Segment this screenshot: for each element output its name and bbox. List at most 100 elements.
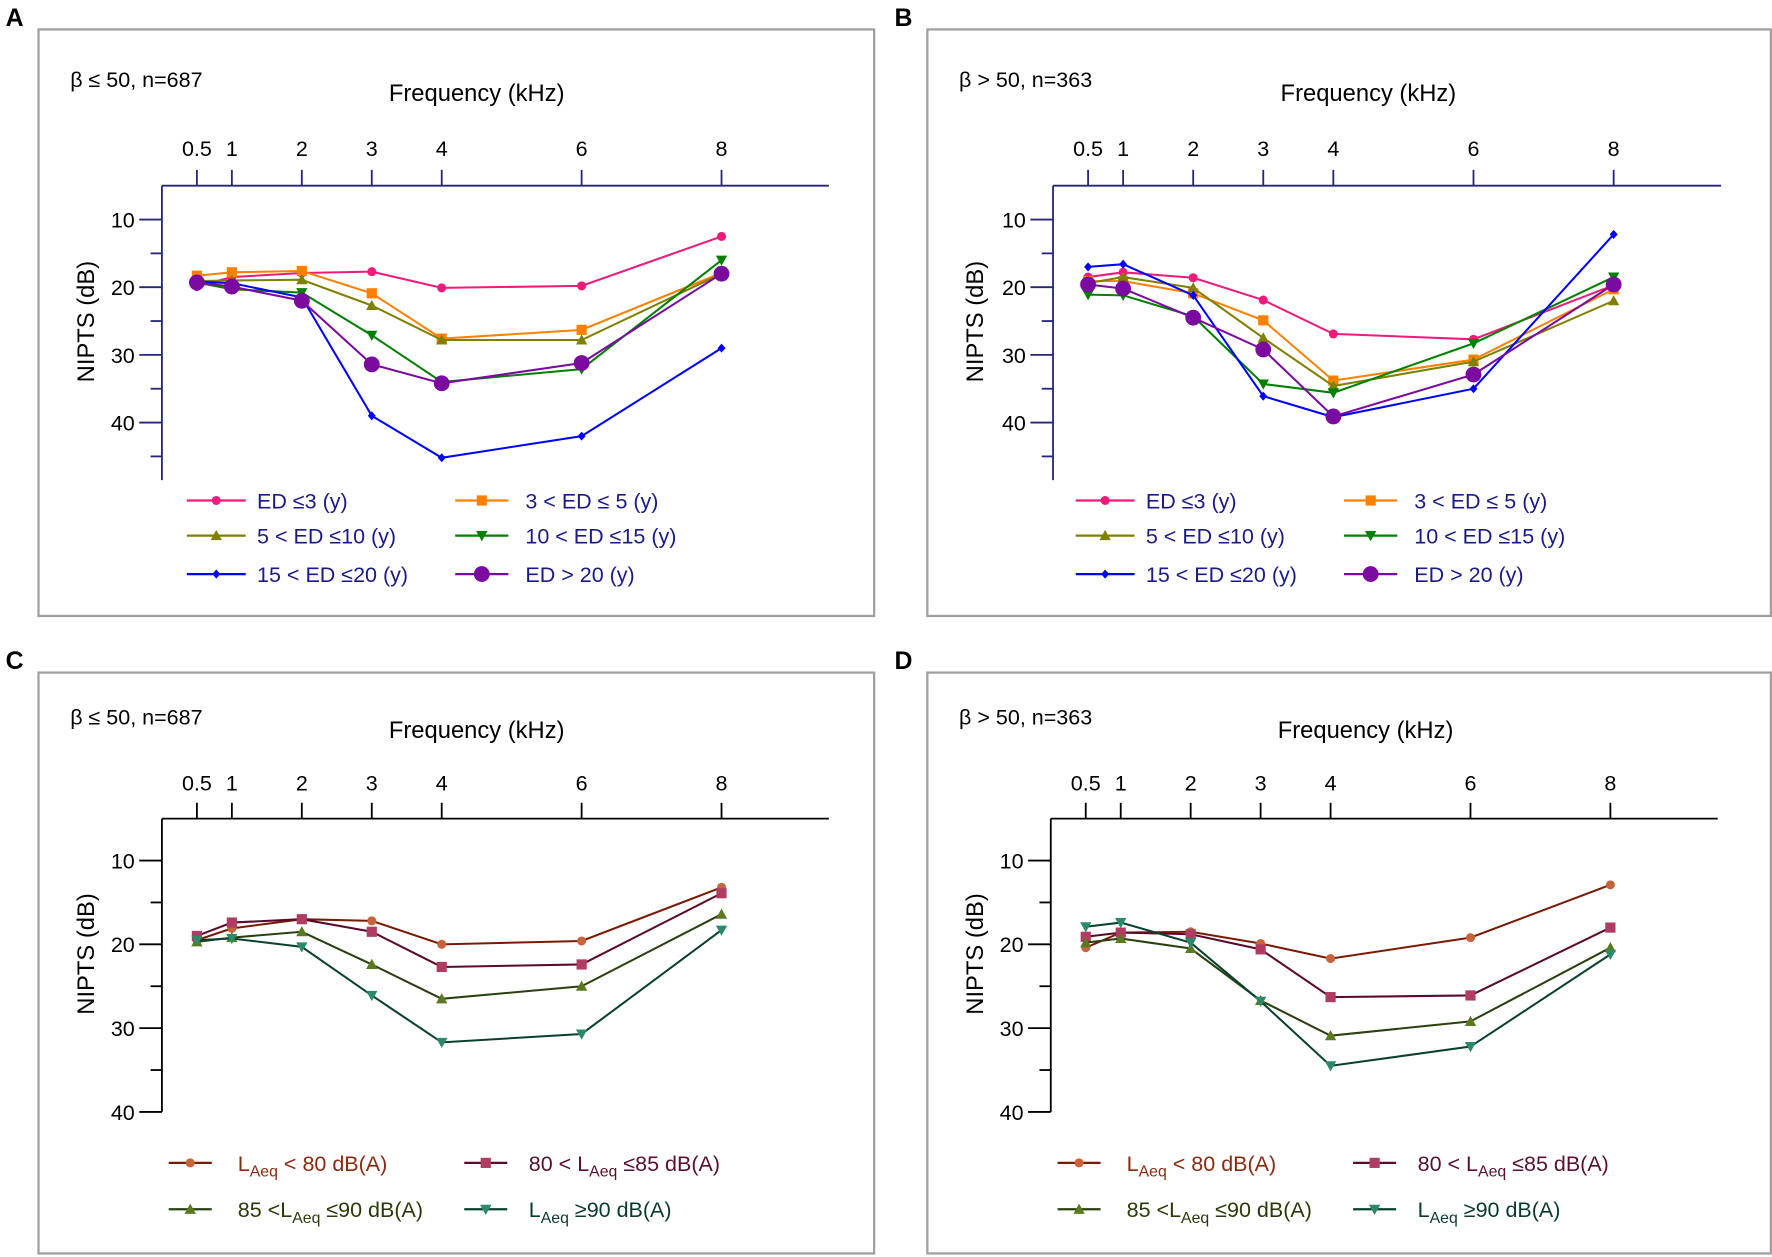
data-point bbox=[1607, 295, 1620, 306]
data-point bbox=[1084, 262, 1093, 272]
data-point bbox=[1255, 944, 1266, 955]
legend-item: ED > 20 (y) bbox=[1344, 563, 1524, 587]
legend-item: 15 < ED ≤20 (y) bbox=[186, 563, 408, 587]
data-point bbox=[223, 278, 240, 295]
series-3 bbox=[1080, 918, 1617, 1072]
legend-marker bbox=[1364, 531, 1377, 542]
data-point bbox=[1328, 329, 1338, 339]
legend-marker bbox=[473, 566, 490, 583]
data-point bbox=[1115, 927, 1126, 938]
data-point bbox=[296, 274, 308, 285]
series-2 bbox=[191, 268, 728, 345]
data-point bbox=[437, 939, 447, 949]
data-point bbox=[296, 914, 307, 925]
data-point bbox=[1467, 355, 1480, 367]
data-point bbox=[573, 355, 590, 371]
data-point bbox=[1257, 332, 1269, 343]
data-point bbox=[1469, 384, 1478, 394]
series-line bbox=[1087, 233, 1615, 419]
series-line bbox=[196, 929, 723, 1044]
y-tick-label: 40 bbox=[1000, 1101, 1024, 1125]
data-point bbox=[715, 255, 728, 266]
legend-label-suffix: ≤85 dB(A) bbox=[1506, 1152, 1609, 1176]
series-line bbox=[1085, 926, 1611, 999]
data-point bbox=[191, 935, 203, 946]
data-point bbox=[1189, 290, 1198, 300]
legend-label-suffix: < 80 dB(A) bbox=[1167, 1152, 1276, 1176]
x-tick-label: 1 bbox=[1117, 137, 1129, 161]
y-tick-label: 40 bbox=[111, 1101, 135, 1125]
data-point bbox=[1327, 380, 1340, 391]
legend-marker bbox=[480, 1204, 492, 1215]
y-tick-label: 30 bbox=[1000, 1017, 1024, 1041]
x-tick-label: 0.5 bbox=[182, 771, 212, 795]
data-point bbox=[1465, 990, 1476, 1001]
data-point bbox=[296, 942, 308, 953]
data-point bbox=[1115, 280, 1132, 297]
legend-label-suffix: ≤90 dB(A) bbox=[1209, 1198, 1312, 1222]
data-point bbox=[1324, 1030, 1337, 1041]
x-tick-label: 8 bbox=[716, 137, 728, 161]
y-axis-label: NIPTS (dB) bbox=[962, 261, 989, 383]
chart-d: β > 50, n=363 Frequency (kHz) NIPTS (dB) 0.… bbox=[959, 706, 1718, 1227]
legend-marker bbox=[476, 531, 488, 542]
data-point bbox=[296, 926, 308, 937]
y-tick-label: 10 bbox=[111, 849, 135, 873]
legend-label-prefix: 85 < bbox=[1127, 1198, 1169, 1222]
x-tick-label: 8 bbox=[1604, 771, 1616, 795]
series-1 bbox=[1082, 276, 1619, 386]
legend-label-suffix: ≥90 dB(A) bbox=[569, 1198, 672, 1222]
data-point bbox=[366, 330, 378, 341]
data-point bbox=[1080, 922, 1092, 933]
data-point bbox=[226, 933, 238, 945]
panel-b: β > 50, n=363 Frequency (kHz) NIPTS (dB) 0.… bbox=[926, 28, 1772, 618]
legend-marker bbox=[480, 1157, 491, 1168]
x-tick-label: 1 bbox=[226, 771, 238, 795]
data-point bbox=[1254, 996, 1267, 1007]
data-point bbox=[1082, 290, 1094, 301]
data-point bbox=[576, 959, 587, 970]
legend-item: 85 <LAeq ≤90 dB(A) bbox=[168, 1198, 423, 1227]
legend-item: 5 < ED ≤10 (y) bbox=[1075, 525, 1285, 549]
legend-label-subscript: Aeq bbox=[1139, 1163, 1167, 1180]
series-0 bbox=[192, 231, 727, 293]
legend-marker bbox=[1369, 1157, 1380, 1168]
legend-label: 15 < ED ≤20 (y) bbox=[257, 563, 408, 587]
data-point bbox=[366, 299, 378, 311]
data-point bbox=[1187, 282, 1199, 293]
data-point bbox=[436, 1037, 448, 1049]
legend-item: LAeq ≥90 dB(A) bbox=[464, 1198, 672, 1227]
legend-label: 85 <LAeq ≤90 dB(A) bbox=[238, 1198, 423, 1227]
data-point bbox=[1258, 315, 1269, 326]
legend-marker bbox=[1099, 529, 1111, 541]
legend-label-prefix: 80 < bbox=[1418, 1152, 1466, 1176]
series-0 bbox=[192, 882, 727, 949]
legend-item: 10 < ED ≤15 (y) bbox=[455, 525, 676, 549]
panel-annotation: β > 50, n=363 bbox=[959, 706, 1092, 730]
legend-marker bbox=[476, 495, 487, 506]
data-point bbox=[367, 267, 377, 277]
panel-c: β ≤ 50, n=687 Frequency (kHz) NIPTS (dB) 0.… bbox=[37, 671, 876, 1255]
x-axis-label: Frequency (kHz) bbox=[1278, 717, 1454, 744]
data-point bbox=[366, 958, 378, 969]
legend-marker bbox=[184, 1203, 196, 1214]
data-point bbox=[1259, 391, 1268, 401]
data-point bbox=[1605, 922, 1616, 933]
series-line bbox=[1088, 280, 1615, 382]
y-axis-label: NIPTS (dB) bbox=[73, 893, 100, 1015]
data-point bbox=[1080, 937, 1092, 948]
data-point bbox=[575, 1029, 588, 1040]
legend-label-symbol: L bbox=[529, 1198, 541, 1222]
data-point bbox=[1325, 408, 1342, 425]
series-line bbox=[1087, 283, 1615, 418]
x-tick-label: 4 bbox=[1327, 137, 1339, 161]
y-tick-label: 30 bbox=[1002, 344, 1026, 368]
y-tick-label: 20 bbox=[1002, 276, 1026, 300]
series-line bbox=[1085, 937, 1611, 1037]
legend-marker bbox=[1368, 1204, 1381, 1215]
data-point bbox=[436, 961, 447, 973]
series-line bbox=[196, 269, 722, 340]
series-line bbox=[196, 913, 722, 1000]
data-point bbox=[1185, 938, 1197, 949]
legend-marker bbox=[1365, 495, 1376, 506]
